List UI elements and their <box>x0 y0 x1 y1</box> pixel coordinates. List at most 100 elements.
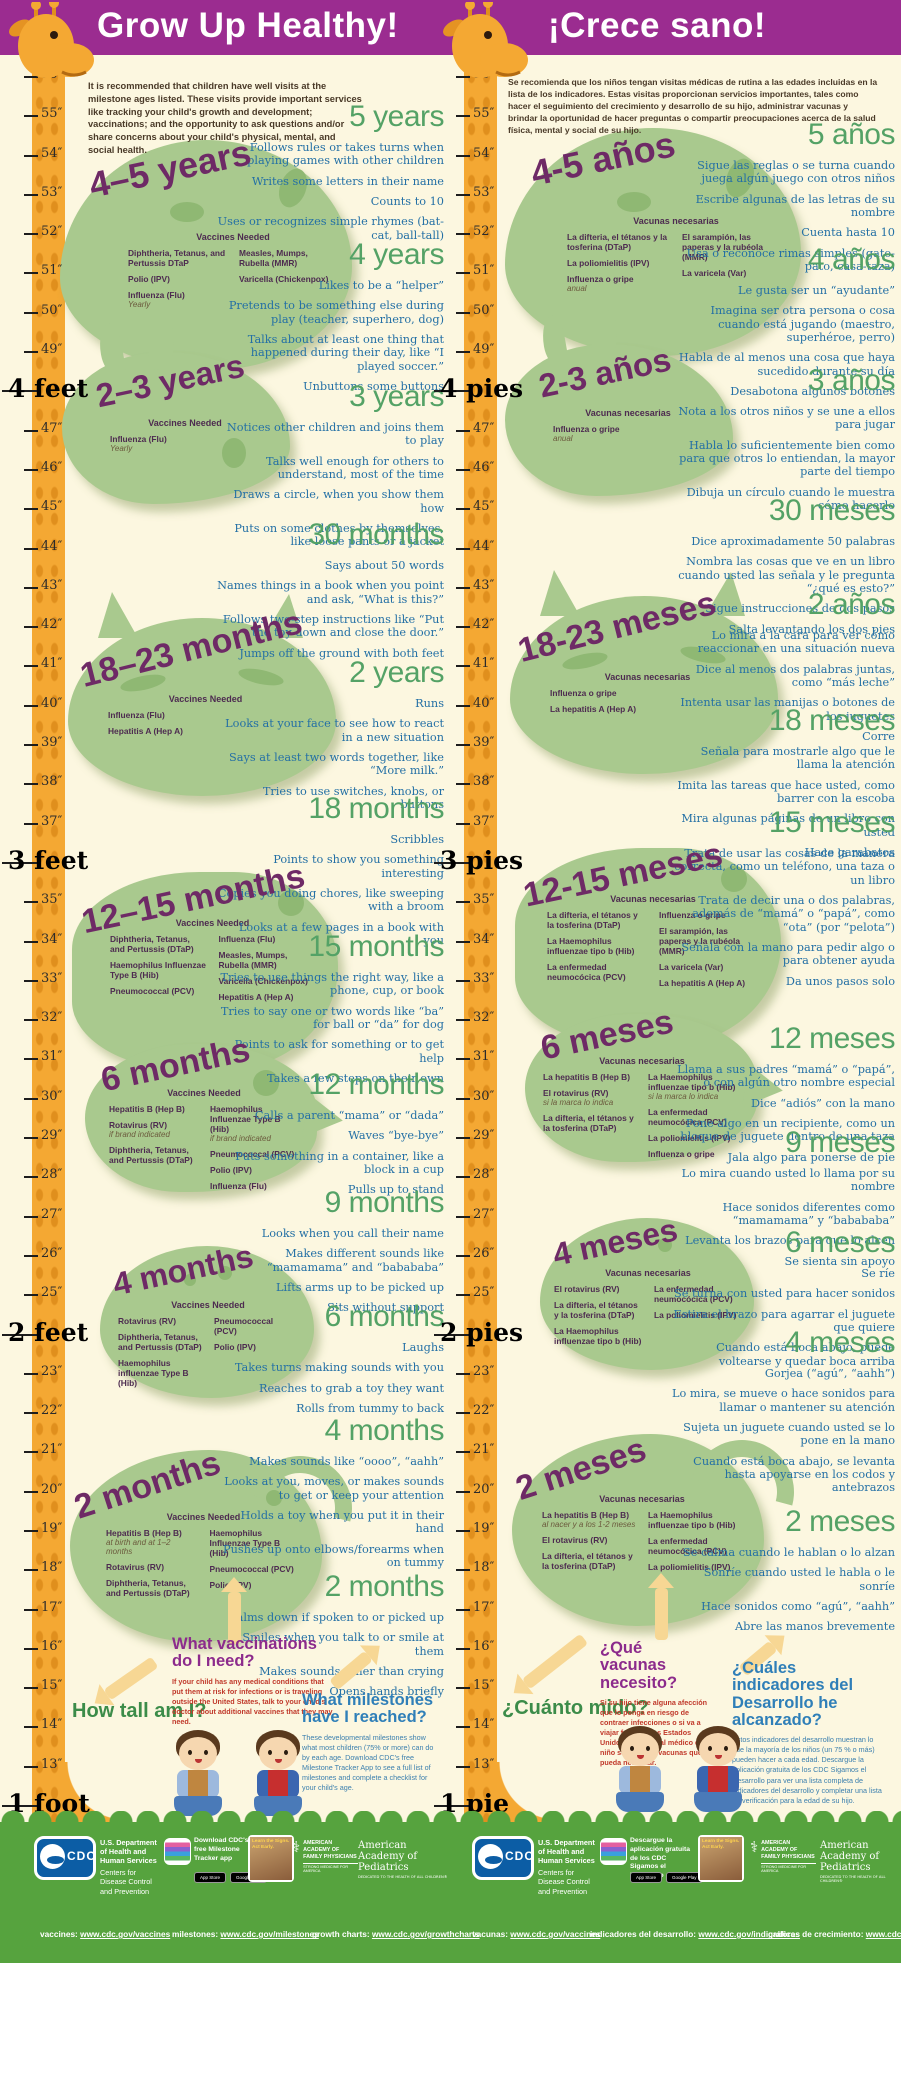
vaccine-item: Diphtheria, Tetanus, and Pertussis (DTaP… <box>118 1332 202 1353</box>
child-eye <box>284 1750 288 1755</box>
tick-line <box>456 468 470 471</box>
tick-label: 51″ <box>473 263 495 279</box>
vaccine-item: Measles, Mumps, Rubella (MMR) <box>239 248 308 269</box>
vaccine-list-12-15-months: Vaccines Needed Diphtheria, Tetanus, and… <box>110 918 315 1005</box>
ruler-tick: 51″ <box>432 255 542 294</box>
ruler-tick: 42″ <box>0 609 110 648</box>
milestone-item: Hace sonidos diferentes como “mamamama” … <box>722 1200 895 1227</box>
vaccine-items: Influenza o gripe anual <box>553 424 703 443</box>
tick-label: 41″ <box>41 656 63 672</box>
learn-the-signs-badge: Learn the Signs. Act Early. <box>248 1835 294 1882</box>
blob-ear <box>263 594 303 638</box>
tick-label: 45″ <box>473 499 495 515</box>
vaccine-item: Hepatitis B (Hep B) at birth and at 1–2 m… <box>106 1528 182 1557</box>
age-heading: 15 months <box>308 930 444 963</box>
ruler-tick: 18″ <box>432 1552 542 1591</box>
app-store-badge[interactable]: App Store <box>194 1872 227 1883</box>
footer-band: CDC U.S. Department of Health and Human … <box>0 1811 909 1963</box>
child-pants <box>694 1792 742 1812</box>
milestone-list: Nota a los otros niños y se une a ellos … <box>667 405 895 512</box>
ruler-tick: 42″ <box>432 609 542 648</box>
milestones-4-months: 4 months Makes sounds like “oooo”, “aahh”… <box>216 1414 444 1569</box>
callout-how-tall: How tall am I? <box>72 1700 207 1722</box>
vaccines-needed-label: Vaccines Needed <box>171 1300 245 1310</box>
baby-photo: Learn the Signs. Act Early. <box>250 1837 292 1880</box>
age-heading: 30 months <box>308 518 444 551</box>
vaccine-item: La varicela (Var) <box>682 268 747 279</box>
ruler-tick: 19″ <box>0 1513 110 1552</box>
caduceus-icon: ⚕ <box>750 1839 759 1856</box>
vaccine-item: Haemophilus Influenzae Type B (Hib) <box>110 960 206 981</box>
milestones-link[interactable]: milestones: www.cdc.gov/milestones <box>172 1929 319 1939</box>
age-heading: 2 años <box>807 588 896 621</box>
indicadores-link[interactable]: indicadores del desarrollo: www.cdc.gov/… <box>590 1929 800 1939</box>
growth-charts-link[interactable]: growth charts: www.cdc.gov/growthcharts <box>312 1929 480 1939</box>
vaccine-item: Influenza (Flu) <box>108 710 165 720</box>
ruler-tick: 52″ <box>432 216 542 255</box>
tick-label: 27″ <box>473 1206 495 1222</box>
vacunas-link[interactable]: vacunas: www.cdc.gov/vaccines <box>472 1929 601 1939</box>
child-face <box>179 1737 217 1770</box>
vaccine-item: La Haemophilus influenzae tipo b (Hib) <box>648 1510 736 1531</box>
giraffe-icon <box>9 2 94 78</box>
vaccine-item: La difteria, el tétanos y la tosferina (… <box>542 1551 633 1572</box>
vaccine-item: Influenza o gripe <box>659 910 726 920</box>
child-eye <box>646 1746 650 1751</box>
milestones-4-anos: 4 años Le gusta ser un “ayudante” Imagina … <box>667 243 896 398</box>
milestone-item: Tries to say one or two words like “ba” … <box>220 1004 444 1031</box>
panel-english: 56″55″54″53″52″51″50″49″4 feet47″46″45″4… <box>0 0 450 1963</box>
milestone-item: Calls a parent “mama” or “dada” <box>254 1109 444 1122</box>
aap-name: American Academy of Pediatrics <box>358 1840 418 1873</box>
milestone-list: Looks when you call their name Makes diff… <box>216 1227 444 1315</box>
ruler-tick: 2 pies <box>432 1317 542 1356</box>
tick-line <box>456 1412 470 1415</box>
vaccine-list-2-meses: Vacunas necesarias La hepatitis B (Hep B… <box>542 1494 742 1578</box>
ruler-tick: 20″ <box>0 1474 110 1513</box>
cdc-logo: CDC <box>472 1836 534 1880</box>
blob-ear <box>278 890 304 916</box>
blob-spot <box>222 438 246 468</box>
title-english: Grow Up Healthy! <box>97 6 399 45</box>
ruler-tick: 44″ <box>0 531 110 570</box>
vaccine-item: Varicella (Chickenpox) <box>218 976 308 987</box>
ruler-tick: 46″ <box>432 452 542 491</box>
vaccine-item: Pneumococcal (PCV) <box>209 1564 294 1575</box>
baby-photo: Learn the Signs. Act Early. <box>700 1837 742 1880</box>
vaccine-item: La varicela (Var) <box>659 962 724 973</box>
vaccines-link[interactable]: vaccines: www.cdc.gov/vaccines <box>40 1929 171 1939</box>
milestone-item: Scribbles <box>390 833 444 846</box>
tick-line <box>24 233 38 236</box>
tick-label: 34″ <box>41 931 63 947</box>
tick-label: 29″ <box>473 1128 495 1144</box>
milestone-item: Says at least two words together, like “… <box>228 750 444 778</box>
milestone-item: Hace garabatos <box>804 845 895 859</box>
ruler-tick: 21″ <box>0 1434 110 1473</box>
tick-line <box>24 586 38 589</box>
tick-line <box>456 1215 470 1218</box>
vaccine-item: Polio (IPV) <box>214 1342 256 1353</box>
tick-label: 21″ <box>473 1442 495 1458</box>
hhs-text: U.S. Department of Health and Human Serv… <box>100 1838 164 1896</box>
tick-line <box>456 1254 470 1257</box>
poster: Grow Up Healthy! ¡Crece sano! 56″55″54″5… <box>0 0 901 1963</box>
milestone-item: Da unos pasos solo <box>785 974 895 988</box>
vaccine-list-4-months: Vaccines Needed Rotavirus (RV) Diphtheria… <box>118 1300 298 1388</box>
tick-label: 40″ <box>473 695 495 711</box>
tick-line <box>24 1372 38 1375</box>
age-heading: 2 years <box>349 656 444 689</box>
tick-label: 39″ <box>473 735 495 751</box>
header-band: Grow Up Healthy! ¡Crece sano! <box>0 0 901 55</box>
milestone-list: Gorjea (“agú”, “aahh”) Lo mira, se mueve … <box>667 1367 895 1495</box>
age-heading: 5 años <box>807 118 896 151</box>
graficas-link[interactable]: gráficas de crecimiento: www.cdc.gov/gro… <box>768 1929 909 1939</box>
ruler-tick: 37″ <box>0 806 110 845</box>
ruler-tick: 28″ <box>432 1159 542 1198</box>
app-store-badge[interactable]: App Store <box>630 1872 663 1883</box>
aafp-logo: ⚕ AMERICAN ACADEMY OF FAMILY PHYSICIANS S… <box>292 1840 358 1873</box>
vaccine-blob-4-months: Vaccines Needed Rotavirus (RV) Diphtheria… <box>100 1246 314 1398</box>
hhs-text: U.S. Department of Health and Human Serv… <box>538 1838 602 1896</box>
tick-label: 17″ <box>473 1599 495 1615</box>
tick-line <box>24 822 38 825</box>
ruler-tick: 27″ <box>432 1199 542 1238</box>
ruler-tick: 35″ <box>0 884 110 923</box>
